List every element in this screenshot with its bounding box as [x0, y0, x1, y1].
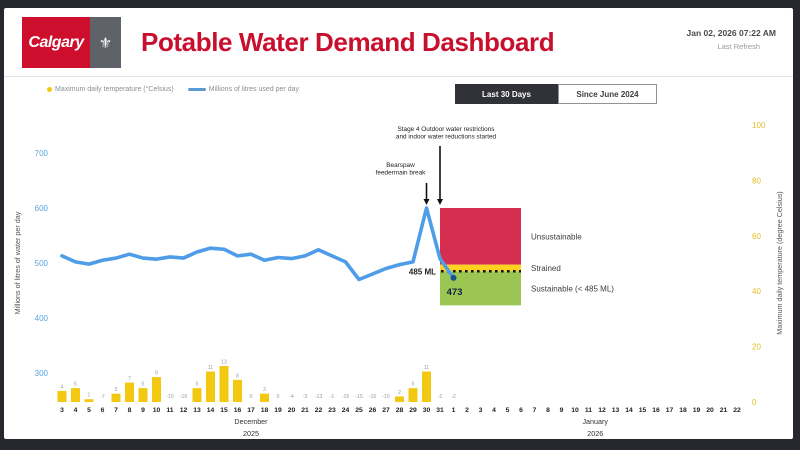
temp-bar[interactable] — [206, 371, 215, 402]
crest-icon: ⚜ — [90, 17, 121, 68]
page-title: Potable Water Demand Dashboard — [141, 27, 555, 57]
dashboard-card — [4, 8, 793, 439]
temp-bar[interactable] — [408, 388, 418, 402]
calgary-logo: Calgary — [22, 17, 90, 68]
temp-bar[interactable] — [219, 365, 229, 402]
refresh-timestamp: Jan 02, 2026 07:22 AM — [686, 28, 776, 38]
temperature-legend-label: Maximum daily temperature (°Celsius) — [55, 86, 174, 93]
temp-bar[interactable] — [111, 393, 121, 402]
temp-bar[interactable] — [71, 388, 80, 402]
temp-bar[interactable] — [84, 399, 94, 402]
usage-endpoint-marker[interactable] — [450, 274, 457, 281]
refresh-info: Jan 02, 2026 07:22 AM Last Refresh — [610, 28, 776, 51]
usage-legend-line-icon — [187, 88, 206, 91]
legend-item-temperature[interactable]: Maximum daily temperature (°Celsius) — [47, 86, 174, 93]
temp-bar[interactable] — [192, 388, 202, 402]
temp-bar[interactable] — [422, 371, 431, 402]
temp-bar[interactable] — [57, 390, 67, 402]
temp-bar[interactable] — [125, 382, 134, 402]
temp-bar[interactable] — [152, 377, 161, 402]
temp-bar[interactable] — [138, 388, 148, 402]
calgary-logo-text: Calgary — [28, 33, 84, 51]
temp-bar[interactable] — [233, 379, 242, 402]
refresh-label: Last Refresh — [717, 42, 760, 51]
usage-legend-label: Millions of litres used per day — [208, 86, 299, 93]
filter-since-june-2024-button[interactable]: Since June 2024 — [558, 84, 657, 104]
filter-last-30-days-button[interactable]: Last 30 Days — [455, 84, 558, 104]
date-range-toggle: Last 30 Days Since June 2024 — [455, 84, 657, 104]
header-divider — [4, 76, 793, 77]
temperature-legend-dot-icon — [47, 87, 52, 92]
usage-line[interactable] — [60, 206, 456, 282]
temp-bar[interactable] — [260, 393, 269, 402]
legend-item-usage[interactable]: Millions of litres used per day — [187, 86, 299, 93]
chart-legend: Maximum daily temperature (°Celsius) Mil… — [47, 86, 299, 93]
temp-bar[interactable] — [395, 396, 404, 402]
